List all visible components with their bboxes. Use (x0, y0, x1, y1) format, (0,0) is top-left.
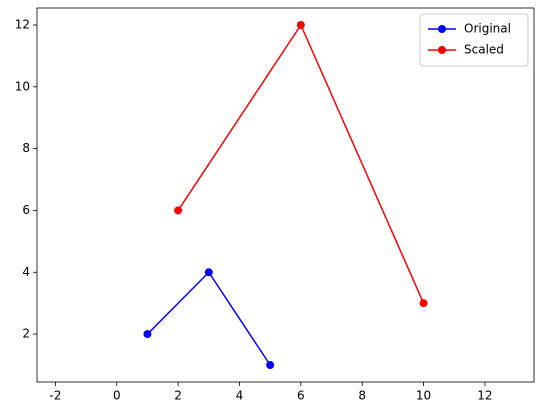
x-tick-label: 8 (358, 389, 366, 403)
x-tick-label: 0 (113, 389, 121, 403)
legend-box (419, 13, 529, 67)
legend-marker (438, 46, 446, 54)
point (419, 299, 428, 308)
y-tick-label: 6 (22, 203, 30, 217)
legend-marker (438, 25, 446, 33)
point (143, 330, 152, 339)
y-tick-label: 2 (22, 327, 30, 341)
point (296, 21, 305, 29)
point (266, 361, 275, 369)
legend-label: Original (464, 22, 511, 36)
x-tick-label: 10 (416, 389, 431, 403)
y-tick-label: 12 (15, 18, 30, 32)
y-tick-label: 8 (22, 141, 30, 155)
point (204, 268, 213, 277)
y-tick-label: 10 (15, 79, 30, 93)
y-tick-label: 4 (22, 265, 30, 279)
plot-area (36, 7, 535, 383)
x-tick-label: 4 (236, 389, 244, 403)
x-tick-label: 12 (477, 389, 492, 403)
x-tick-label: 6 (297, 389, 305, 403)
x-tick-label: -2 (49, 389, 61, 403)
x-tick-label: 2 (174, 389, 182, 403)
point (174, 206, 183, 215)
legend-label: Scaled (464, 43, 504, 57)
